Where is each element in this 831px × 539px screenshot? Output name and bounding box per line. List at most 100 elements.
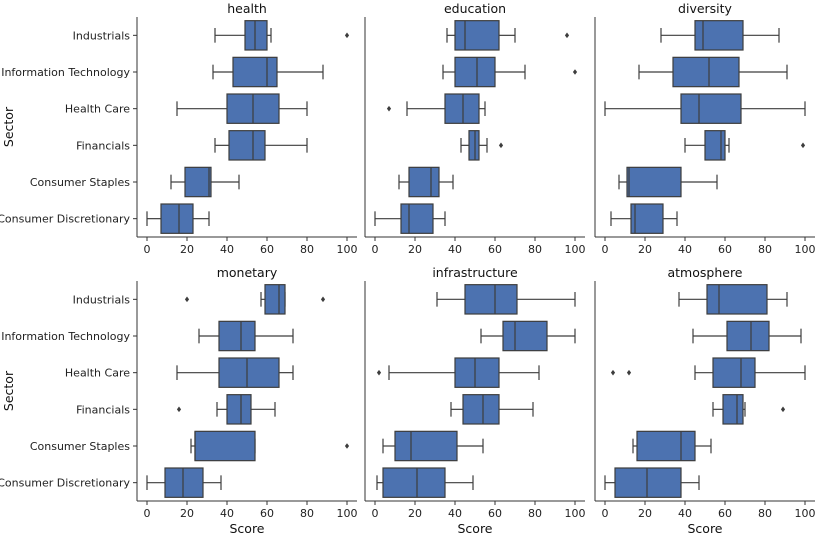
panel-atmosphere-box-consumer-discretionary: [604, 467, 700, 498]
panel-infrastructure-box-consumer-discretionary-iqr: [382, 467, 446, 498]
panel-monetary-box-consumer-discretionary: [146, 467, 222, 498]
panel-atmosphere-box-consumer-staples-iqr: [636, 430, 696, 462]
panel-health-y-tick-label: Information Technology: [1, 66, 130, 79]
panel-health-x-tick-label: 80: [300, 243, 314, 256]
panel-diversity-box-consumer-staples-iqr: [626, 166, 682, 198]
panel-health-y-tick-label: Consumer Discretionary: [0, 213, 130, 226]
panel-atmosphere-x-tick-label: 20: [638, 507, 652, 520]
panel-atmosphere-box-financials-iqr: [722, 394, 744, 425]
panel-health-box-financials: [214, 130, 308, 161]
panel-infrastructure-box-health-care-outlier: [376, 369, 382, 376]
panel-atmosphere-x-tick-label: 0: [602, 507, 609, 520]
panel-diversity-x-tick-label: 80: [758, 243, 772, 256]
panel-education: education 0 20 40 60 80 100: [364, 1, 586, 256]
panel-infrastructure-box-consumer-discretionary: [376, 467, 474, 498]
panel-education-box-consumer-discretionary: [374, 203, 446, 234]
panel-monetary-box-health-care-iqr: [218, 357, 280, 388]
panel-atmosphere-box-consumer-staples: [632, 430, 712, 462]
panel-health-x-tick-label: 60: [260, 243, 274, 256]
panel-diversity-box-financials-iqr: [704, 130, 726, 161]
panel-diversity-box-health-care: [604, 93, 806, 124]
panel-atmosphere-box-industrials: [678, 284, 788, 315]
panel-infrastructure-box-health-care-iqr: [454, 357, 500, 388]
panel-health-box-financials-iqr: [228, 130, 266, 161]
panel-health-box-consumer-discretionary: [146, 203, 210, 234]
panel-infrastructure-x-tick-label: 100: [565, 507, 586, 520]
panel-monetary-box-health-care: [176, 357, 294, 388]
panel-atmosphere: atmosphere 0 20 40 60 80 100 Score: [594, 265, 816, 536]
panel-monetary-box-consumer-staples-outlier: [344, 443, 350, 449]
panel-education-box-consumer-staples-iqr: [408, 166, 440, 198]
panel-education-box-information-technology: [442, 56, 578, 88]
panel-monetary-box-industrials-outlier: [320, 296, 326, 303]
panel-monetary-box-consumer-discretionary-iqr: [164, 467, 204, 498]
panel-atmosphere-x-tick-label: 100: [795, 507, 816, 520]
panel-health-box-consumer-staples: [170, 166, 240, 198]
panel-infrastructure-x-axis-label: Score: [457, 521, 492, 536]
panel-monetary-box-financials-iqr: [226, 394, 252, 425]
panel-monetary-y-tick-label: Financials: [76, 403, 130, 416]
panel-health-box-health-care: [176, 93, 308, 124]
panel-atmosphere-box-industrials-iqr: [706, 284, 768, 315]
panel-monetary-y-tick-label: Consumer Staples: [30, 440, 130, 453]
panel-infrastructure-box-financials-iqr: [462, 394, 500, 425]
panel-diversity: diversity 0 20 40 60 80 100: [594, 1, 816, 256]
panel-education-box-health-care-iqr: [444, 93, 480, 124]
panel-education-box-health-care-outlier: [386, 105, 392, 112]
panel-health-y-tick-label: Consumer Staples: [30, 176, 130, 189]
panel-monetary-x-tick-label: 80: [300, 507, 314, 520]
panel-infrastructure-box-consumer-staples: [382, 430, 484, 462]
panel-education-x-tick-label: 20: [408, 243, 422, 256]
panel-monetary-y-axis-label: Sector: [1, 370, 16, 411]
panel-diversity-box-information-technology-iqr: [672, 56, 740, 88]
panel-infrastructure-box-financials: [450, 394, 534, 425]
panel-diversity-box-financials: [684, 130, 806, 161]
panel-diversity-box-consumer-discretionary: [610, 203, 678, 234]
panel-education-box-consumer-staples: [398, 166, 454, 198]
panel-monetary-box-industrials-iqr: [264, 284, 286, 315]
panel-education-title: education: [444, 1, 506, 16]
panel-infrastructure-x-tick-label: 80: [528, 507, 542, 520]
panel-monetary-title: monetary: [217, 265, 278, 280]
panel-education-x-tick-label: 80: [528, 243, 542, 256]
panel-atmosphere-box-health-care: [610, 357, 806, 388]
panel-infrastructure-box-industrials-iqr: [464, 284, 518, 315]
panel-education-box-industrials-outlier: [564, 32, 570, 39]
panel-education-x-tick-label: 60: [488, 243, 502, 256]
panel-diversity-box-consumer-discretionary-iqr: [630, 203, 664, 234]
panel-education-box-health-care: [386, 93, 486, 124]
panel-education-x-tick-label: 100: [565, 243, 586, 256]
panel-health-box-industrials-iqr: [244, 20, 268, 51]
panel-infrastructure: infrastructure 0 20 40 60 80 100 Score: [364, 265, 586, 536]
panel-atmosphere-box-information-technology: [692, 320, 802, 352]
panel-monetary-box-financials: [176, 394, 276, 425]
panel-atmosphere-box-financials: [712, 394, 786, 425]
panel-monetary-box-information-technology-iqr: [218, 320, 256, 352]
panel-health-box-information-technology-iqr: [232, 56, 278, 88]
panel-monetary-x-axis-label: Score: [229, 521, 264, 536]
panel-health-box-industrials: [214, 20, 350, 51]
panel-education-box-information-technology-outlier: [572, 69, 578, 75]
panel-diversity-box-health-care-iqr: [680, 93, 742, 124]
panel-health-box-industrials-outlier: [344, 32, 350, 39]
panel-atmosphere-x-axis-label: Score: [687, 521, 722, 536]
panel-infrastructure-box-industrials: [436, 284, 576, 315]
panel-monetary-x-tick-label: 0: [144, 507, 151, 520]
panel-monetary-x-tick-label: 40: [220, 507, 234, 520]
panel-atmosphere-box-financials-outlier: [780, 406, 786, 413]
panel-infrastructure-x-tick-label: 0: [372, 507, 379, 520]
panel-education-box-consumer-discretionary-iqr: [400, 203, 434, 234]
panel-monetary-box-industrials: [184, 284, 326, 315]
panel-monetary-y-tick-label: Industrials: [73, 293, 131, 306]
panel-monetary-box-financials-outlier: [176, 406, 182, 413]
panel-health-box-consumer-staples-iqr: [184, 166, 212, 198]
panel-infrastructure-box-consumer-staples-iqr: [394, 430, 458, 462]
panel-monetary-box-consumer-staples: [190, 430, 350, 462]
panel-atmosphere-x-tick-label: 60: [718, 507, 732, 520]
panel-diversity-x-tick-label: 0: [602, 243, 609, 256]
panel-health-y-tick-label: Health Care: [65, 103, 130, 116]
panel-health-title: health: [227, 1, 267, 16]
panel-health-x-tick-label: 100: [337, 243, 358, 256]
panel-atmosphere-x-tick-label: 40: [678, 507, 692, 520]
